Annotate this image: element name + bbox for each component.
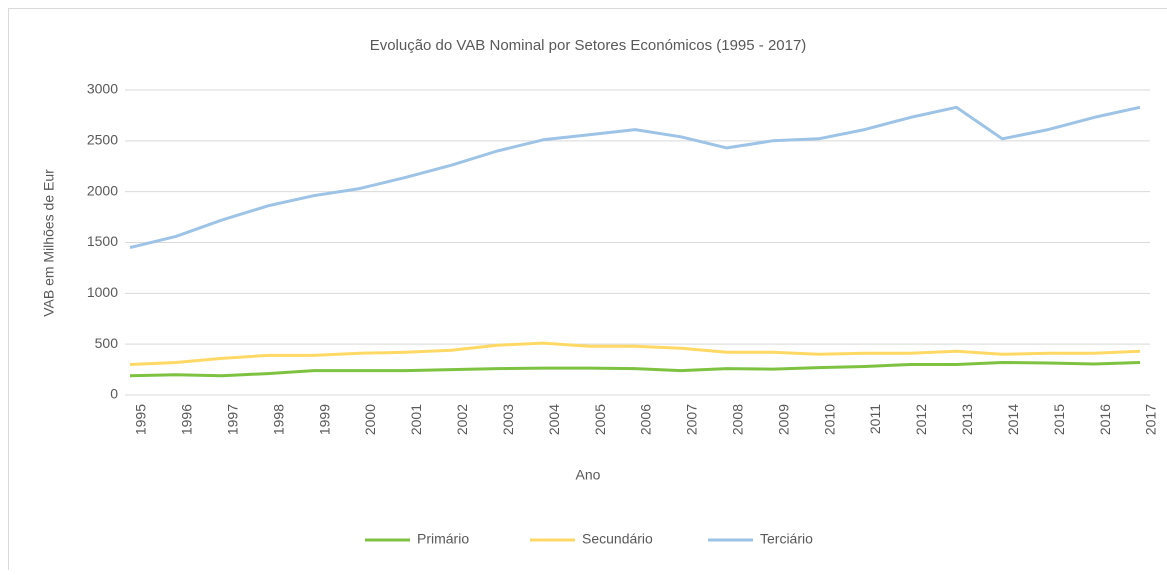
y-axis-label: VAB em Milhões de Eur [41,169,57,317]
y-tick-label: 3000 [87,81,118,97]
legend-label: Secundário [582,531,653,547]
x-tick-label: 2011 [867,404,883,434]
y-tick-label: 1500 [87,233,118,249]
y-tick-label: 500 [95,335,119,351]
y-tick-label: 2000 [87,182,118,198]
x-tick-label: 2014 [1005,404,1021,435]
x-tick-label: 1996 [179,404,195,435]
y-tick-label: 1000 [87,284,118,300]
x-tick-label: 2017 [1143,404,1159,435]
x-tick-label: 2005 [592,404,608,435]
x-tick-label: 2000 [362,404,378,435]
x-tick-label: 2008 [730,404,746,435]
chart-title: Evolução do VAB Nominal por Setores Econ… [370,37,807,54]
x-tick-label: 1999 [316,404,332,435]
x-tick-label: 1997 [225,404,241,435]
x-axis-label: Ano [576,467,601,483]
x-tick-label: 2006 [638,404,654,435]
x-tick-label: 2004 [546,404,562,435]
x-tick-label: 1998 [270,404,286,435]
x-tick-label: 2003 [500,404,516,435]
x-tick-label: 2013 [959,404,975,435]
x-tick-label: 1995 [133,404,149,435]
x-tick-label: 2010 [821,404,837,435]
x-tick-label: 2009 [775,404,791,435]
chart-frame [9,9,1167,571]
x-tick-label: 2015 [1051,404,1067,435]
legend-label: Terciário [760,531,813,547]
x-tick-label: 2016 [1097,404,1113,435]
x-tick-label: 2012 [913,404,929,435]
series-line [130,343,1140,364]
series-line [130,107,1140,247]
y-tick-label: 0 [110,386,118,402]
legend-label: Primário [417,531,469,547]
y-tick-label: 2500 [87,132,118,148]
series-line [130,363,1140,376]
x-tick-label: 2001 [408,404,424,435]
x-tick-label: 2002 [454,404,470,435]
x-tick-label: 2007 [684,404,700,435]
